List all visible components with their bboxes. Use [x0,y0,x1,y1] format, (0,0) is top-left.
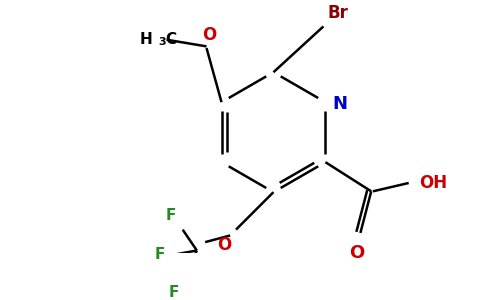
Text: F: F [166,208,176,223]
Text: F: F [169,285,180,300]
Text: Br: Br [328,4,348,22]
Text: O: O [202,26,216,44]
Text: C: C [165,32,176,47]
Text: F: F [155,247,165,262]
Text: H: H [140,32,152,47]
Text: 3: 3 [158,37,166,47]
Text: O: O [218,236,232,254]
Text: N: N [332,95,347,113]
Text: O: O [349,244,364,262]
Text: OH: OH [420,174,448,192]
